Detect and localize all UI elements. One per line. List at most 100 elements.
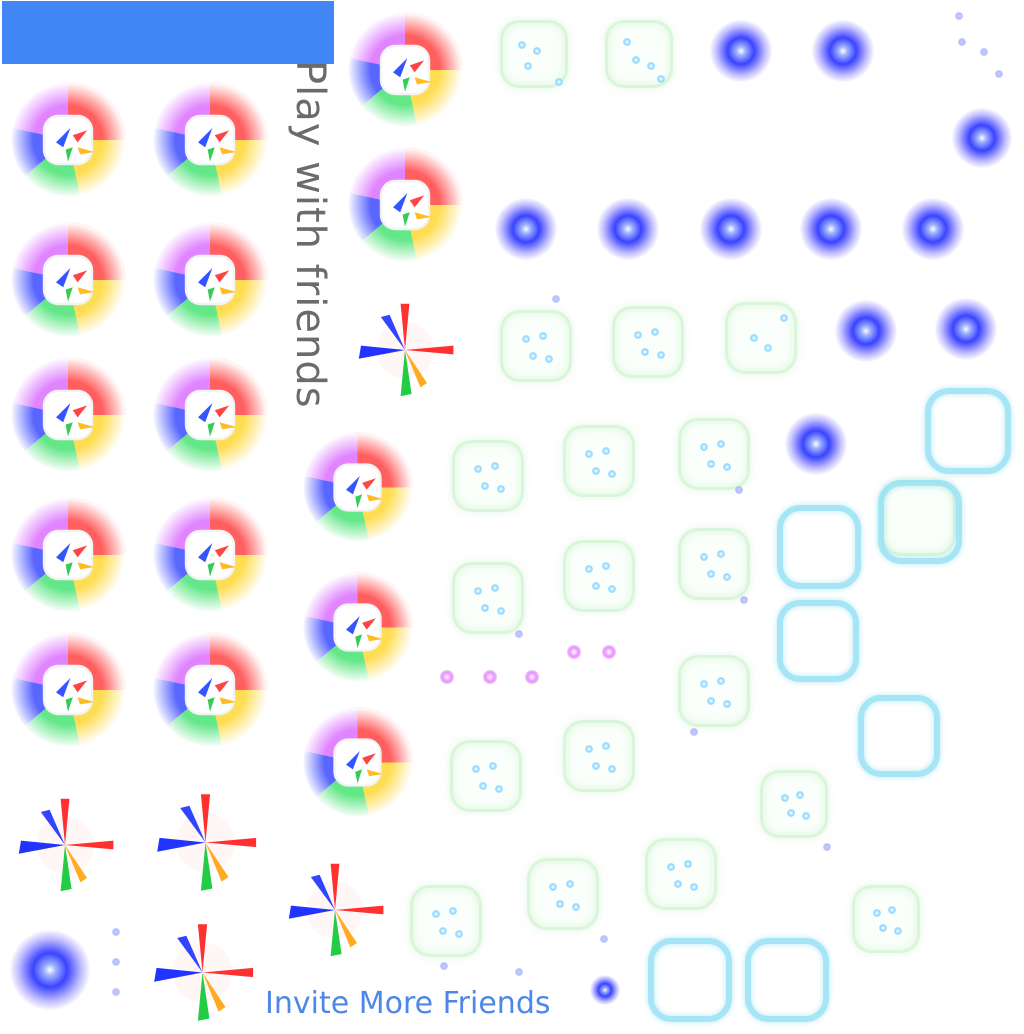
dot-sparkle: [796, 790, 805, 799]
dot-sparkle: [631, 56, 640, 65]
rainbow-burst-face-icon-graphic: [10, 82, 126, 198]
dot-sparkle: [488, 762, 497, 771]
dot-sparkle: [533, 46, 542, 55]
dot-sparkle: [716, 440, 725, 449]
rainbow-star-burst-icon-graphic: [358, 303, 454, 397]
dot-sparkle: [683, 860, 692, 869]
dot-sparkle: [554, 77, 563, 86]
sparkle-dot: [112, 928, 120, 936]
rainbow-burst-face-icon: [8, 220, 128, 340]
dotted-rounded-box-icon: [563, 425, 635, 497]
rainbow-burst-face-icon-graphic: [302, 572, 413, 683]
dot-sparkle: [706, 569, 715, 578]
dot-sparkle: [555, 899, 564, 908]
rainbow-burst-face-icon: [8, 355, 128, 475]
sparkle-dot: [955, 12, 963, 20]
sparkle-dot: [112, 988, 120, 996]
blue-glow-sparkle-icon: [800, 198, 862, 260]
blue-glow-sparkle-icon: [700, 198, 762, 260]
blue-glow-sparkle-icon: [495, 198, 557, 260]
dot-sparkle: [538, 332, 547, 341]
rainbow-star-burst-icon-graphic: [288, 863, 384, 957]
rainbow-burst-face-icon: [150, 495, 270, 615]
dot-sparkle: [780, 314, 789, 323]
rainbow-burst-face-icon-graphic: [10, 222, 126, 338]
rainbow-burst-face-icon: [150, 80, 270, 200]
dot-sparkle: [650, 328, 659, 337]
dot-sparkle: [517, 40, 526, 49]
sparkle-dot: [552, 295, 560, 303]
dotted-rounded-box-icon: [450, 740, 522, 812]
dot-sparkle: [673, 879, 682, 888]
dot-sparkle: [474, 465, 483, 474]
blue-glow-sparkle-icon: [597, 198, 659, 260]
dotted-rounded-box-icon: [852, 885, 920, 953]
rainbow-burst-face-icon: [300, 705, 415, 820]
rainbow-burst-face-icon-graphic: [10, 357, 126, 473]
rainbow-star-burst-icon-graphic: [154, 924, 254, 1021]
dot-sparkle: [786, 809, 795, 818]
dot-sparkle: [706, 696, 715, 705]
dot-sparkle: [723, 463, 732, 472]
dot-sparkle: [472, 765, 481, 774]
blue-glow-sparkle-icon: [710, 20, 772, 82]
dot-sparkle: [716, 550, 725, 559]
dot-sparkle: [872, 908, 881, 917]
blue-glow-sparkle-icon: [835, 300, 897, 362]
dot-sparkle: [608, 585, 617, 594]
sparkle-dot: [980, 48, 988, 56]
dot-sparkle: [528, 351, 537, 360]
blue-glow-sparkle-icon: [935, 298, 997, 360]
dot-sparkle: [480, 481, 489, 490]
dot-sparkle: [723, 573, 732, 582]
sparkle-dot: [515, 968, 523, 976]
dot-sparkle: [591, 466, 600, 475]
dot-sparkle: [634, 331, 643, 340]
rainbow-burst-face-icon: [345, 145, 465, 265]
rainbow-star-burst-icon: [10, 790, 120, 900]
dot-sparkle: [474, 587, 483, 596]
sparkle-dot: [823, 843, 831, 851]
pink-orb-icon: [483, 670, 497, 684]
dotted-rounded-box-icon: [563, 540, 635, 612]
dot-sparkle: [478, 781, 487, 790]
rounded-square-ring-icon: [777, 600, 859, 682]
dot-sparkle: [700, 680, 709, 689]
pink-orb-icon: [567, 645, 581, 659]
dotted-rounded-box-icon: [563, 720, 635, 792]
dot-sparkle: [723, 700, 732, 709]
dotted-rounded-box-icon: [527, 858, 599, 930]
dot-sparkle: [700, 443, 709, 452]
rounded-square-ring-icon: [878, 480, 962, 564]
dot-sparkle: [438, 926, 447, 935]
rainbow-burst-face-icon-graphic: [10, 632, 126, 748]
dot-sparkle: [667, 863, 676, 872]
dotted-rounded-box-icon: [678, 655, 750, 727]
dot-sparkle: [690, 883, 699, 892]
dot-sparkle: [585, 450, 594, 459]
rainbow-burst-face-icon: [150, 630, 270, 750]
dotted-rounded-box-icon: [452, 562, 524, 634]
blue-glow-sparkle-icon: [952, 108, 1012, 168]
rainbow-burst-face-icon: [8, 495, 128, 615]
dot-sparkle: [706, 459, 715, 468]
dot-sparkle: [497, 607, 506, 616]
rainbow-burst-face-icon: [300, 570, 415, 685]
rainbow-star-burst-icon: [145, 915, 260, 1030]
dot-sparkle: [640, 347, 649, 356]
sparkle-dot: [440, 962, 448, 970]
dot-sparkle: [622, 37, 631, 46]
dot-sparkle: [490, 584, 499, 593]
invite-more-friends-link[interactable]: Invite More Friends: [265, 986, 551, 1021]
dot-sparkle: [497, 485, 506, 494]
rainbow-burst-face-icon: [345, 10, 465, 130]
rainbow-burst-face-icon-graphic: [152, 632, 268, 748]
dotted-rounded-box-icon: [410, 885, 482, 957]
dot-sparkle: [572, 903, 581, 912]
blue-glow-sparkle-icon: [590, 975, 620, 1005]
rainbow-burst-face-icon-graphic: [152, 497, 268, 613]
blue-glow-sparkle-icon: [902, 198, 964, 260]
dot-sparkle: [591, 761, 600, 770]
dot-sparkle: [549, 883, 558, 892]
dotted-rounded-box-icon: [645, 838, 717, 910]
